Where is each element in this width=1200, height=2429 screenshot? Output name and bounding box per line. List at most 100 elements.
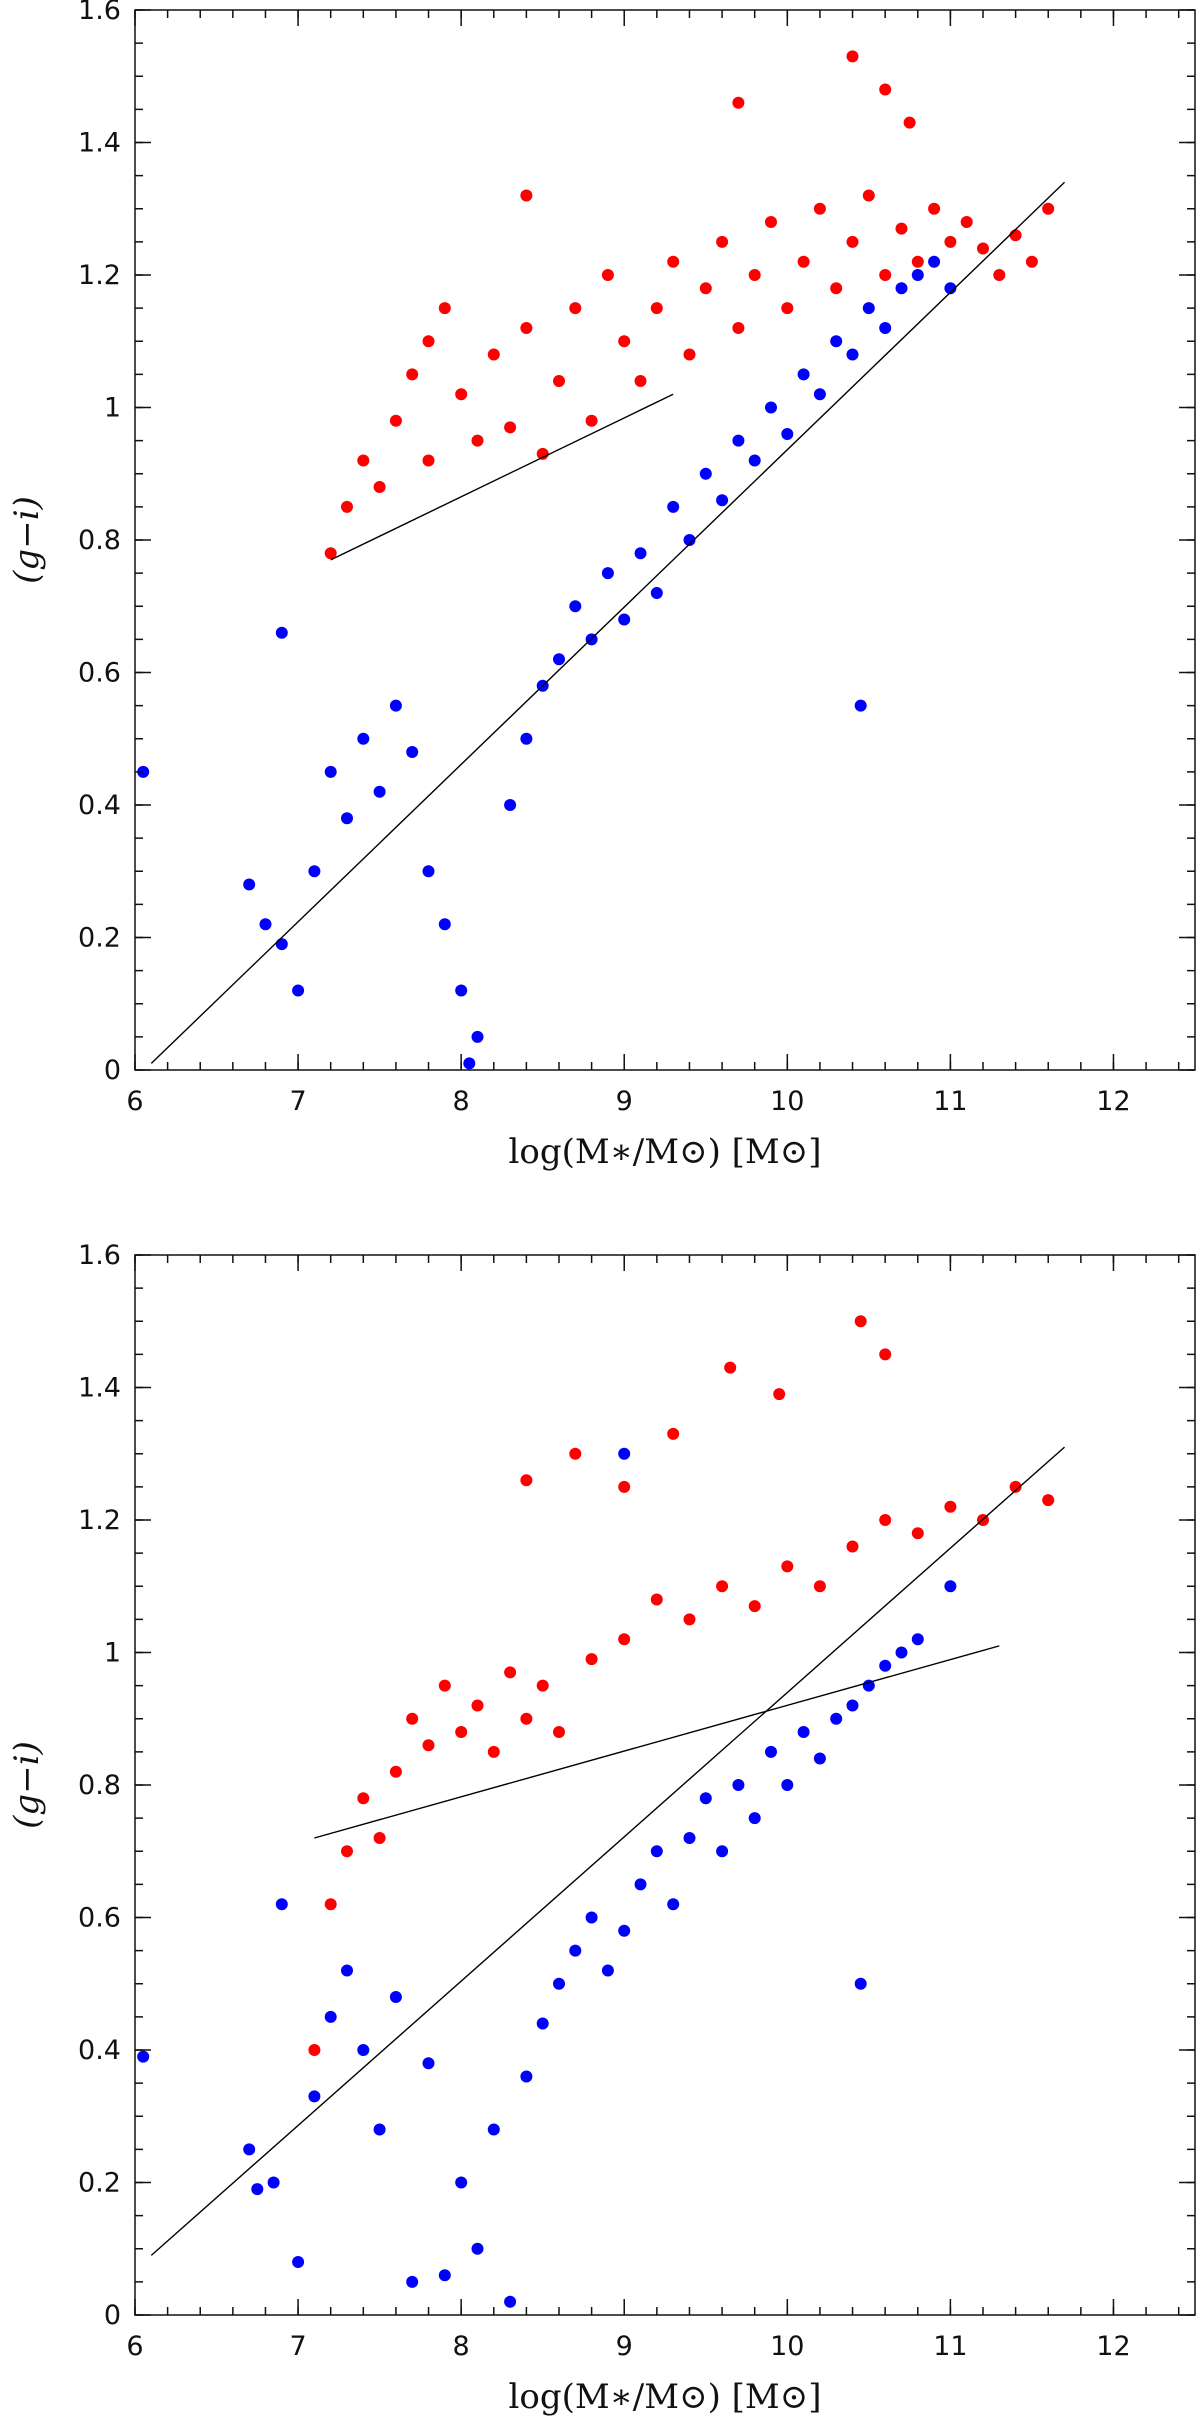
blue-point (667, 500, 680, 513)
red-point (553, 375, 565, 387)
red-point (846, 235, 859, 248)
blue-point (406, 746, 419, 758)
red-point (732, 322, 745, 334)
bottom-panel-y-axis-label: (g−i) (7, 1741, 47, 1829)
top-panel-ticks (134, 9, 1195, 1071)
blue-point (683, 534, 696, 546)
red-point (879, 269, 892, 281)
blue-point (813, 1752, 826, 1765)
red-point (471, 1699, 484, 1712)
red-point (716, 235, 729, 248)
blue-point (911, 1633, 924, 1646)
blue-point (862, 302, 875, 315)
blue-point (137, 765, 150, 778)
x-tick-label: 11 (933, 2331, 967, 2362)
bottom-panel-x-axis-label: log(M∗/M⊙) [M⊙] (509, 2377, 822, 2417)
bottom-panel: 6 7 8 9 10 11 12 0 0.2 0.4 0.6 0.8 1 1.2 1.4 1.6 log(M… (7, 1240, 1196, 2417)
blue-point (455, 984, 468, 997)
top-panel-fit-lines (150, 181, 1066, 1064)
blue-point (569, 600, 582, 613)
red-point (683, 348, 696, 361)
y-tick-label: 1.4 (78, 128, 121, 159)
red-point (977, 242, 989, 255)
red-point (911, 255, 924, 268)
red-point (748, 1600, 761, 1613)
bottom-panel-ticks (134, 1254, 1195, 2316)
blue-point (732, 434, 745, 447)
red-point (699, 282, 712, 295)
red-point (1009, 229, 1022, 242)
red-point (406, 1712, 419, 1725)
red-point (422, 335, 435, 348)
blue-point (259, 918, 272, 931)
blue-point (732, 1779, 745, 1791)
red-point (308, 2044, 321, 2056)
blue-point (618, 1924, 631, 1937)
y-tick-label: 0 (104, 2300, 121, 2331)
red-point (553, 1726, 565, 1738)
red-point (324, 1898, 337, 1911)
blue-point (275, 1898, 288, 1911)
red-point (455, 1726, 468, 1738)
y-tick-label: 0.8 (78, 1770, 121, 1801)
blue-point (243, 2143, 256, 2156)
blue-point (341, 812, 353, 825)
red-point (471, 434, 484, 447)
y-tick-label: 0.8 (78, 525, 121, 556)
red-point (618, 1480, 631, 1493)
y-tick-label: 0.2 (78, 923, 121, 954)
red-point (903, 116, 916, 129)
red-point (357, 454, 370, 467)
red-point (438, 1679, 451, 1692)
red-point (773, 1388, 786, 1401)
red-point (879, 1348, 892, 1361)
blue-point (520, 732, 533, 745)
blue-point (357, 2044, 370, 2056)
y-tick-label: 1.4 (78, 1373, 121, 1404)
top-panel: 6 7 8 9 10 11 12 0 0.2 0.4 0.6 0.8 1 1.2 1.4 1.6 log(M… (7, 0, 1196, 1172)
y-tick-label: 1 (104, 393, 121, 424)
blue-point (389, 1991, 402, 2003)
red-point (422, 454, 435, 467)
red-point (944, 235, 957, 248)
red-point (879, 1514, 892, 1526)
red-point (797, 255, 810, 268)
red-point (960, 216, 973, 228)
blue-point (267, 2176, 280, 2189)
red-point (1009, 1480, 1022, 1493)
blue-point (830, 1712, 843, 1725)
blue-point (251, 2183, 264, 2196)
red-point (324, 547, 337, 560)
blue-point (389, 699, 402, 712)
red-point (487, 348, 500, 361)
blue-point (585, 1911, 598, 1924)
red-point (341, 1845, 353, 1858)
red-point (813, 202, 826, 215)
red-point (357, 1792, 370, 1805)
red-point (520, 322, 533, 334)
red-point (650, 1593, 663, 1606)
x-tick-label: 8 (453, 2331, 470, 2362)
red-point (389, 1765, 402, 1778)
blue-point (275, 626, 288, 639)
blue-point (422, 865, 435, 878)
top-panel-frame (134, 9, 1196, 1071)
blue-point (879, 322, 892, 334)
y-tick-label: 0 (104, 1055, 121, 1086)
y-tick-label: 1.6 (78, 0, 121, 26)
y-tick-label: 0.6 (78, 658, 121, 689)
red-point (1042, 202, 1055, 215)
blue-point (373, 785, 386, 798)
blue-point (699, 1792, 712, 1805)
blue-point (895, 282, 908, 295)
bottom-panel-y-tick-labels: 0 0.2 0.4 0.6 0.8 1 1.2 1.4 1.6 (78, 1240, 121, 2331)
blue-point (879, 1659, 892, 1672)
red-point (813, 1580, 826, 1593)
blue-point (650, 1845, 663, 1858)
blue-point (553, 1977, 565, 1990)
red-point (585, 1653, 598, 1666)
x-tick-label: 6 (126, 1086, 143, 1117)
red-point (895, 222, 908, 235)
red-point (373, 481, 386, 493)
red-point (781, 1560, 794, 1573)
